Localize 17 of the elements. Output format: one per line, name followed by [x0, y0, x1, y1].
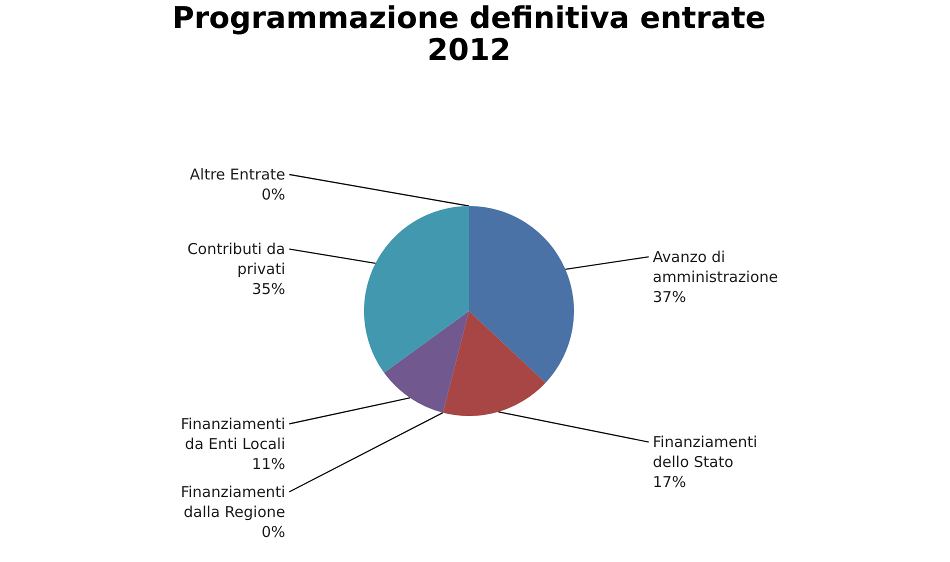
pie-slice: [364, 206, 469, 373]
data-label: 37%: [652, 288, 686, 306]
category-label: Altre Entrate: [190, 166, 286, 184]
slice-label: Finanziamenti dello Stato: [652, 433, 758, 472]
text: 0%: [261, 522, 286, 541]
pie-slice: [469, 206, 574, 383]
category-label: Finanziamenti dalla Regione: [180, 482, 286, 521]
slice-label: Avanzo di amministrazione: [652, 248, 778, 286]
chart-title: Programmazione definitiva entrate 2012: [172, 1, 766, 68]
data-label: 17%: [652, 473, 686, 492]
slice-label: Finanziamenti da Enti Locali: [180, 414, 286, 453]
data-label: 35%: [252, 280, 286, 298]
pie-slice: [384, 311, 469, 413]
slice-label: Contributi da privati: [187, 240, 286, 278]
data-label: 11%: [252, 454, 286, 473]
text: 0%: [261, 186, 286, 204]
pie-slice: [442, 311, 546, 416]
